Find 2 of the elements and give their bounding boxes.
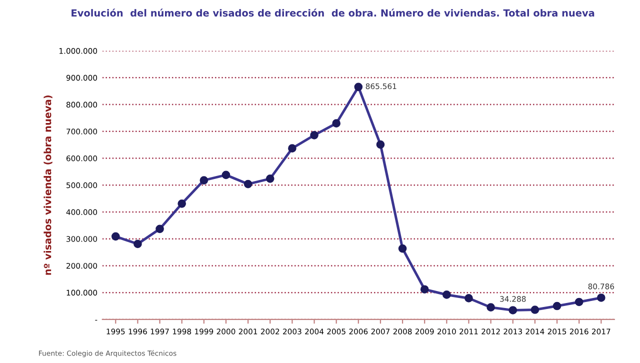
y-axis-title: nº visados vivienda (obra nueva) (44, 95, 52, 275)
chart-title: Evolución del número de visados de dirección de obra. Número de viviendas. Total obra nueva (72, 8, 594, 17)
